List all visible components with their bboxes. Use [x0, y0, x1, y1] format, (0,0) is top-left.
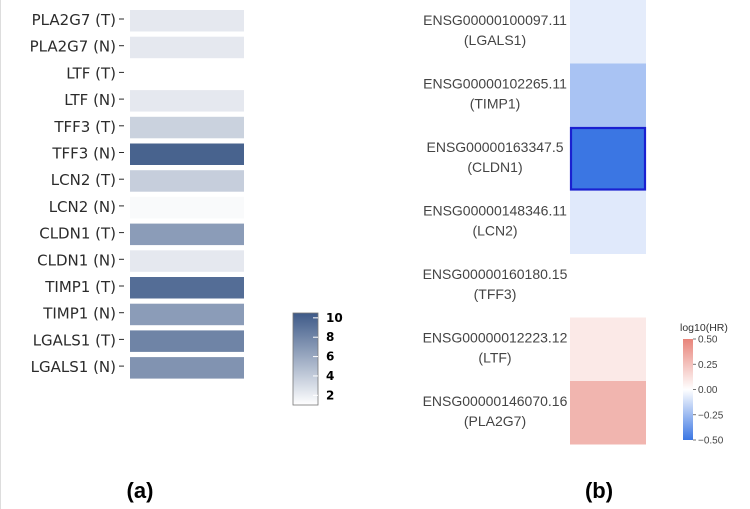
heatmap-b-gene-label: (LGALS1) — [464, 32, 526, 48]
colorbar-b-title: log10(HR) — [680, 322, 728, 334]
heatmap-a-row-label: LCN2 (N) — [49, 198, 116, 216]
colorbar-panel-a: 10 8 6 4 2 — [292, 311, 343, 406]
heatmap-b-ensembl-id: ENSG00000100097.11 — [423, 12, 567, 28]
heatmap-a-row-label: PLA2G7 (N) — [30, 38, 116, 56]
heatmap-a-cell — [130, 303, 244, 326]
colorbar-panel-b: log10(HR)0.50 0.25 0.00 −0.25 −0.50 — [680, 322, 728, 447]
colorbar-a-tick-label: 10 — [326, 311, 343, 325]
heatmap-a-cell — [130, 143, 244, 165]
heatmap-a-row-label: PLA2G7 (T) — [32, 11, 116, 29]
heatmap-b-cell — [570, 0, 646, 64]
heatmap-a-cell — [130, 116, 244, 139]
heatmap-b-gene-label: (LCN2) — [472, 223, 517, 239]
heatmap-panel-a: PLA2G7 (T) PLA2G7 (N) LTF (T) LTF (N) TFF3 (… — [30, 10, 244, 379]
heatmap-a-cell — [130, 223, 244, 246]
heatmap-a-row-label: TFF3 (N) — [51, 145, 116, 163]
heatmap-b-cell — [570, 63, 646, 127]
heatmap-a-row-label: TIMP1 (T) — [44, 278, 116, 296]
heatmap-a-cell — [130, 357, 244, 379]
heatmap-a-row-label: LGALS1 (T) — [33, 331, 116, 349]
heatmap-a-row-label: CLDN1 (N) — [37, 251, 116, 269]
heatmap-a-cell — [130, 277, 244, 299]
heatmap-a-cell — [130, 250, 244, 272]
heatmap-b-cell — [570, 127, 646, 191]
heatmap-a-cell — [130, 10, 244, 32]
colorbar-b-tick-label: 0.50 — [698, 335, 718, 346]
heatmap-a-cell — [130, 196, 244, 219]
heatmap-a-cell — [130, 63, 244, 85]
heatmap-b-highlight-box — [569, 126, 647, 191]
heatmap-b-gene-label: (CLDN1) — [467, 159, 522, 175]
colorbar-b-tick-label: −0.50 — [698, 436, 724, 447]
heatmap-b-cell — [570, 381, 646, 445]
heatmap-a-row-label: TIMP1 (N) — [42, 305, 116, 323]
heatmap-b-gene-label: (LTF) — [478, 350, 511, 366]
heatmap-b-ensembl-id: ENSG00000012223.12 — [423, 330, 568, 346]
heatmap-a-cell — [130, 170, 244, 192]
colorbar-a-tick-label: 8 — [326, 330, 334, 344]
heatmap-a-row-label: LTF (T) — [66, 64, 116, 82]
heatmap-b-gene-label: (PLA2G7) — [464, 413, 526, 429]
heatmap-b-ensembl-id: ENSG00000160180.15 — [423, 266, 568, 282]
heatmap-a-cell — [130, 36, 244, 59]
heatmap-a-cell — [130, 90, 244, 112]
colorbar-b-tick-label: −0.25 — [698, 410, 724, 421]
heatmap-b-cell — [570, 317, 646, 381]
heatmap-a-cell — [130, 330, 244, 352]
heatmap-b-ensembl-id: ENSG00000163347.5 — [427, 139, 564, 155]
colorbar-b-tick-label: 0.00 — [698, 385, 718, 396]
colorbar-b-tick-label: 0.25 — [698, 360, 718, 371]
colorbar-a-tick-label: 4 — [326, 369, 334, 383]
heatmap-b-cell — [570, 190, 646, 254]
colorbar-a-gradient — [292, 312, 319, 406]
heatmap-b-gene-label: (TIMP1) — [470, 96, 521, 112]
heatmap-b-cell — [570, 254, 646, 318]
heatmap-a-row-label: LCN2 (T) — [51, 171, 116, 189]
colorbar-b-gradient — [683, 339, 693, 440]
heatmap-b-gene-label: (TFF3) — [474, 286, 517, 302]
heatmap-a-row-label: LGALS1 (N) — [31, 358, 116, 376]
heatmap-a-row-label: CLDN1 (T) — [39, 225, 116, 243]
heatmap-panel-b: ENSG00000100097.11 (LGALS1) ENSG0000010226… — [423, 0, 647, 445]
panel-a-label: (a) — [127, 478, 154, 503]
heatmap-b-ensembl-id: ENSG00000148346.11 — [423, 203, 567, 219]
heatmap-a-row-label: TFF3 (T) — [53, 118, 116, 136]
colorbar-a-tick-label: 2 — [326, 388, 334, 402]
heatmap-a-row-label: LTF (N) — [64, 91, 116, 109]
heatmap-b-ensembl-id: ENSG00000102265.11 — [423, 76, 567, 92]
panel-b-label: (b) — [585, 478, 613, 503]
heatmap-b-ensembl-id: ENSG00000146070.16 — [423, 393, 568, 409]
colorbar-a-tick-label: 6 — [326, 350, 334, 364]
